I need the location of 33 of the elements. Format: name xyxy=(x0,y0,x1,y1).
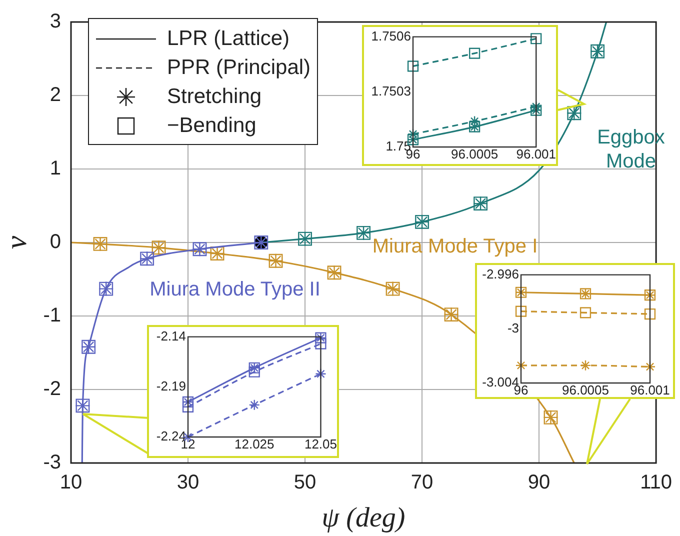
x-tick-label: 96.001 xyxy=(630,382,670,398)
x-tick-label: 90 xyxy=(528,472,550,494)
y-tick-label: -2.996 xyxy=(482,266,519,282)
annotation: LPR (Lattice) xyxy=(167,26,290,50)
x-tick-label: 10 xyxy=(60,472,82,494)
annotation: PPR (Principal) xyxy=(167,56,311,80)
annotation: Stretching xyxy=(167,84,262,108)
y-tick-label: -3 xyxy=(507,320,519,336)
y-tick-label: -1 xyxy=(43,304,61,327)
annotation: Miura Mode Type I xyxy=(372,236,538,258)
y-tick-label: 1 xyxy=(50,158,61,180)
x-tick-label: 30 xyxy=(176,472,200,494)
x-tick-label: 96.0005 xyxy=(451,146,498,162)
y-tick-label: 0 xyxy=(50,231,61,254)
x-tick-label: 110 xyxy=(640,472,672,494)
x-tick-label: 96.0005 xyxy=(562,382,609,398)
y-axis-title: ν xyxy=(0,235,33,250)
y-tick-label: -3 xyxy=(43,452,61,474)
y-tick-label: 2 xyxy=(50,84,61,106)
x-tick-label: 96.001 xyxy=(516,146,556,162)
y-tick-label: 3 xyxy=(50,10,61,33)
x-tick-label: 50 xyxy=(294,472,316,494)
y-tick-label: -2 xyxy=(43,378,61,400)
y-tick-label: 1.7503 xyxy=(371,83,411,98)
x-tick-label: 12.025 xyxy=(234,436,274,452)
x-tick-label: 70 xyxy=(410,472,434,494)
annotation: −Bending xyxy=(167,114,256,138)
x-axis-title: ψ (deg) xyxy=(322,502,406,534)
annotation: Miura Mode Type II xyxy=(150,278,320,301)
x-tick-label: 12.05 xyxy=(304,436,338,452)
y-tick-label: -2.19 xyxy=(156,378,186,394)
y-tick-label: -2.14 xyxy=(156,328,186,344)
y-tick-label: 1.7506 xyxy=(371,28,411,44)
